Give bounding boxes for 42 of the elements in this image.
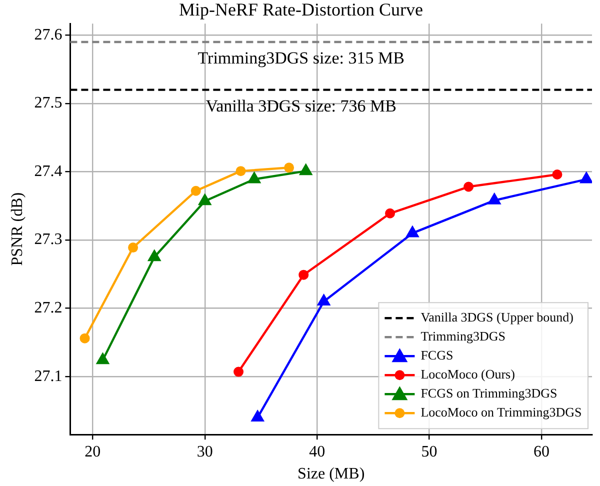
x-tick-label: 20 — [84, 443, 101, 460]
point — [406, 225, 420, 238]
annotation: Trimming3DGS size: 315 MB — [198, 48, 404, 68]
point — [80, 333, 90, 344]
point — [128, 242, 138, 253]
legend-label: FCGS — [420, 348, 454, 363]
legend-label: LocoMoco (Ours) — [420, 366, 515, 382]
x-tick-label: 40 — [309, 443, 326, 460]
x-axis-title: Size (MB) — [298, 466, 365, 483]
point — [552, 169, 562, 180]
y-tick-label: 27.1 — [34, 368, 62, 385]
point — [96, 352, 110, 364]
point — [385, 208, 396, 218]
legend-label: LocoMoco on Trimming3DGS — [420, 404, 582, 420]
point — [234, 366, 244, 377]
point — [198, 193, 212, 206]
point — [250, 410, 265, 422]
y-tick-label: 27.3 — [34, 231, 62, 248]
point — [236, 166, 246, 176]
annotation: Vanilla 3DGS size: 736 MB — [206, 96, 396, 116]
y-tick-label: 27.2 — [34, 300, 62, 316]
point — [316, 293, 331, 306]
y-tick-label: 27.6 — [34, 26, 62, 44]
x-tick-label: 30 — [196, 443, 213, 460]
point — [247, 171, 262, 184]
point — [579, 171, 592, 184]
point — [298, 163, 313, 176]
y-tick-label: 27.5 — [34, 94, 62, 112]
chart-title: Mip-NeRF Rate-Distortion Curve — [179, 0, 423, 20]
legend-label: Trimming3DGS — [420, 328, 506, 344]
y-tick-label: 27.4 — [34, 162, 62, 180]
point — [147, 249, 162, 262]
x-tick-label: 50 — [421, 443, 438, 460]
point — [284, 162, 294, 173]
y-axis-title: PSNR (dB) — [8, 192, 26, 266]
x-tick-label: 60 — [534, 443, 550, 460]
point — [487, 192, 502, 204]
legend-label: Vanilla 3DGS (Upper bound) — [420, 310, 574, 325]
point — [298, 270, 309, 280]
point — [190, 186, 201, 196]
point — [464, 182, 474, 192]
legend-label: FCGS on Trimming3DGS — [420, 386, 558, 401]
